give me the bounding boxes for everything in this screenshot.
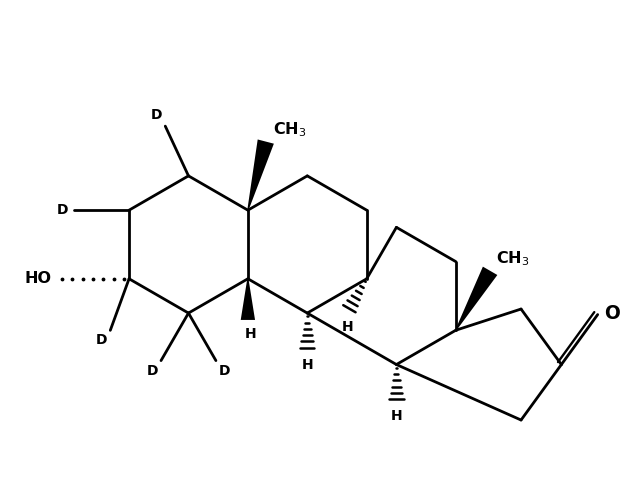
- Text: D: D: [151, 108, 162, 122]
- Text: H: H: [245, 327, 256, 341]
- Polygon shape: [247, 140, 274, 210]
- Polygon shape: [455, 266, 497, 331]
- Text: H: H: [342, 320, 354, 335]
- Text: H: H: [302, 358, 313, 372]
- Text: O: O: [604, 304, 619, 323]
- Text: D: D: [56, 203, 68, 217]
- Text: H: H: [391, 409, 402, 423]
- Polygon shape: [241, 279, 255, 320]
- Text: D: D: [96, 333, 107, 348]
- Text: D: D: [147, 363, 158, 378]
- Text: D: D: [219, 363, 230, 378]
- Text: HO: HO: [24, 271, 51, 286]
- Text: CH$_3$: CH$_3$: [496, 249, 529, 268]
- Text: CH$_3$: CH$_3$: [273, 120, 307, 139]
